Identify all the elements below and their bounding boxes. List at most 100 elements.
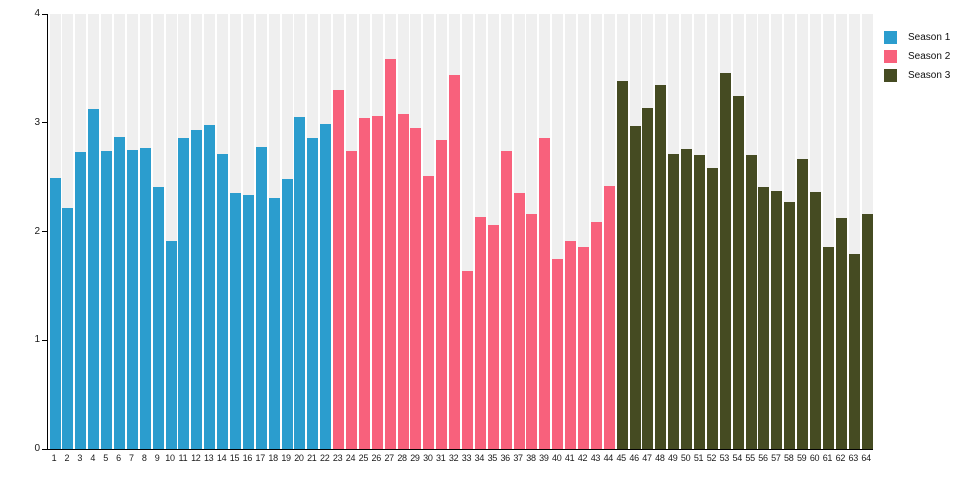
x-tick-label: 3 <box>77 453 83 463</box>
column-band <box>578 14 590 449</box>
x-tick-label: 61 <box>822 453 833 463</box>
y-tick-mark <box>42 231 47 232</box>
x-tick-label: 56 <box>758 453 768 463</box>
bar-episode-47 <box>642 107 654 449</box>
bar-episode-18 <box>268 197 280 449</box>
x-tick-label: 6 <box>116 453 121 463</box>
bar-episode-17 <box>255 146 267 449</box>
x-tick-label: 12 <box>191 453 201 463</box>
x-tick-label: 48 <box>655 453 665 463</box>
x-tick-label: 42 <box>577 453 588 463</box>
bar-episode-5 <box>101 151 113 449</box>
bar-episode-64 <box>861 214 873 449</box>
x-tick-label: 27 <box>384 453 394 463</box>
bar-episode-44 <box>603 185 615 449</box>
column-band <box>552 14 564 449</box>
bar-episode-20 <box>294 117 306 449</box>
x-tick-label: 46 <box>629 453 639 463</box>
x-tick-label: 29 <box>410 453 420 463</box>
x-tick-label: 5 <box>103 453 108 463</box>
bar-episode-42 <box>578 246 590 449</box>
x-tick-label: 58 <box>784 453 794 463</box>
x-tick-label: 63 <box>848 453 859 463</box>
y-tick-mark <box>42 122 47 124</box>
x-tick-label: 23 <box>332 453 343 463</box>
bar-episode-10 <box>165 241 177 449</box>
bar-episode-49 <box>668 154 680 449</box>
bar-episode-56 <box>758 186 770 449</box>
x-tick-label: 64 <box>861 453 871 463</box>
bar-episode-38 <box>526 214 538 449</box>
column-band <box>165 14 177 449</box>
bar-episode-22 <box>320 123 332 449</box>
x-tick-label: 57 <box>771 453 781 463</box>
x-tick-label: 13 <box>203 453 214 463</box>
bar-episode-1 <box>49 178 61 449</box>
bar-episode-24 <box>345 151 357 449</box>
x-tick-label: 28 <box>397 453 407 463</box>
bar-episode-9 <box>152 186 164 449</box>
legend-label-season-1: Season 1 <box>908 32 951 43</box>
x-tick-label: 18 <box>268 453 278 463</box>
x-tick-label: 37 <box>513 453 523 463</box>
x-tick-label: 33 <box>461 453 472 463</box>
bar-episode-26 <box>371 116 383 449</box>
bar-episode-61 <box>822 246 834 449</box>
bar-episode-21 <box>307 137 319 449</box>
y-tick-label: 3 <box>34 116 40 128</box>
bar-episode-19 <box>281 179 293 449</box>
bar-episode-23 <box>333 90 345 449</box>
x-tick-label: 10 <box>165 453 175 463</box>
bar-episode-60 <box>810 192 822 449</box>
x-tick-label: 22 <box>319 453 330 463</box>
y-tick-mark <box>42 13 47 15</box>
bar-episode-2 <box>62 207 74 449</box>
x-tick-label: 47 <box>642 453 652 463</box>
x-tick-label: 9 <box>154 453 160 463</box>
bar-episode-43 <box>590 221 602 449</box>
y-tick-label: 4 <box>34 8 40 19</box>
bar-episode-25 <box>358 118 370 449</box>
x-tick-label: 35 <box>487 453 498 463</box>
bar-episode-11 <box>178 137 190 449</box>
x-tick-label: 55 <box>745 453 755 463</box>
column-band <box>822 14 834 449</box>
bar-episode-36 <box>500 151 512 449</box>
bar-episode-28 <box>397 114 409 449</box>
x-tick-label: 7 <box>128 453 134 463</box>
x-tick-label: 25 <box>358 453 369 463</box>
x-tick-label: 34 <box>474 453 485 463</box>
x-tick-label: 45 <box>616 453 626 463</box>
x-tick-label: 17 <box>255 453 266 463</box>
x-tick-label: 2 <box>64 453 70 463</box>
bar-episode-34 <box>474 217 486 449</box>
x-tick-label: 38 <box>526 453 536 463</box>
x-tick-label: 4 <box>90 453 96 463</box>
x-tick-label: 40 <box>552 453 562 463</box>
x-tick-label: 44 <box>603 453 614 463</box>
x-tick-label: 62 <box>835 453 846 463</box>
x-tick-label: 32 <box>448 453 459 463</box>
x-tick-label: 8 <box>141 453 147 463</box>
x-tick-label: 11 <box>178 453 188 463</box>
legend-swatch-season-3 <box>884 69 897 82</box>
bar-episode-6 <box>113 136 125 449</box>
column-band <box>848 14 860 449</box>
x-tick-label: 41 <box>564 453 575 463</box>
bar-episode-4 <box>88 108 100 449</box>
y-tick-mark <box>42 339 47 341</box>
bar-episode-51 <box>694 155 706 449</box>
x-tick-label: 14 <box>216 453 227 463</box>
x-tick-label: 51 <box>693 453 704 463</box>
x-tick-label: 43 <box>590 453 601 463</box>
column-band <box>565 14 577 449</box>
bar-episode-27 <box>384 58 396 449</box>
bar-episode-46 <box>629 126 641 449</box>
y-tick-mark <box>42 448 47 450</box>
x-tick-label: 49 <box>668 453 678 463</box>
x-tick-label: 19 <box>281 453 291 463</box>
bar-episode-50 <box>681 148 693 449</box>
x-tick-label: 54 <box>732 453 742 463</box>
bar-episode-37 <box>513 193 525 449</box>
x-tick-label: 52 <box>706 453 717 463</box>
